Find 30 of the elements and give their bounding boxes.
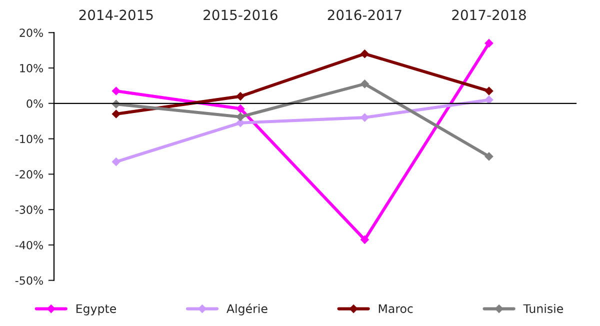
point [484,152,494,161]
point [484,86,494,96]
y-tick-label: -40% [15,240,43,250]
point [236,104,245,113]
point [112,158,120,166]
x-tick-label: 2015-2016 [204,10,278,20]
x-tick-label: 2017-2018 [452,10,526,20]
y-tick-label: 10% [20,64,43,72]
x-tick-label: 2016-2017 [328,10,402,20]
y-tick-label: -20% [15,170,43,179]
point [360,50,369,58]
y-tick-label: 20% [20,28,43,37]
legend-label: Tunisie [523,304,564,314]
point [484,39,494,48]
y-tick-label: 0% [26,99,43,108]
x-tick-label: 2014-2015 [79,10,153,20]
point [360,113,369,122]
point [236,112,245,121]
point [112,110,120,118]
y-tick-label: -10% [15,134,43,144]
y-tick-label: -50% [15,276,43,285]
legend-label: Maroc [378,304,413,314]
legend-label: Egypte [76,304,116,316]
point [360,80,369,88]
point [112,86,120,96]
legend-label: Algérie [226,303,268,316]
point [360,236,369,244]
y-tick-label: -30% [15,206,43,214]
point [484,96,494,104]
point [236,92,245,100]
